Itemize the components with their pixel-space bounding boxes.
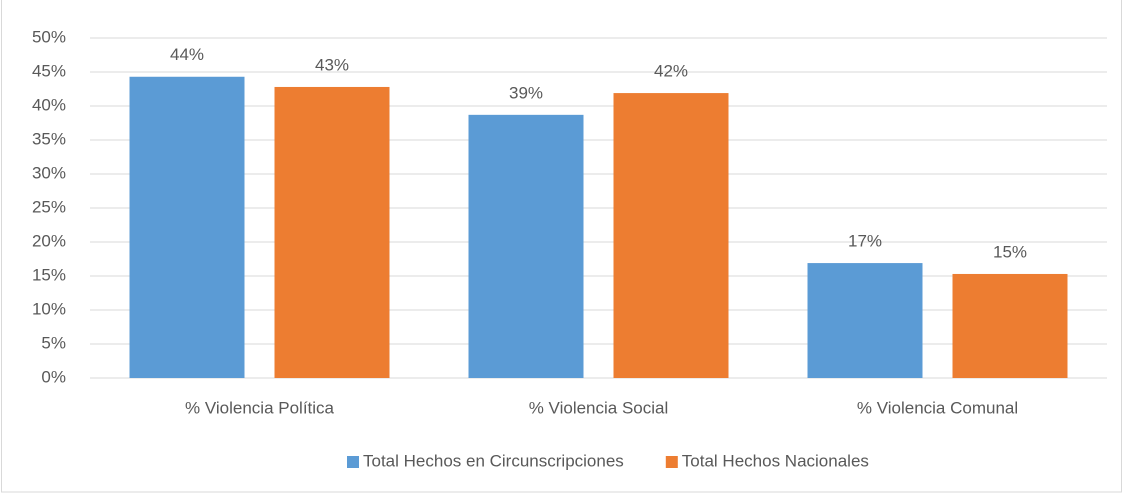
y-tick-label: 35% xyxy=(32,129,66,148)
y-tick-label: 5% xyxy=(41,333,66,352)
value-label: 42% xyxy=(654,62,688,81)
x-tick-label: % Violencia Comunal xyxy=(857,398,1018,417)
bar xyxy=(952,273,1068,378)
value-label: 15% xyxy=(993,242,1027,261)
value-label: 44% xyxy=(170,45,204,64)
y-tick-label: 15% xyxy=(32,265,66,284)
y-tick-label: 45% xyxy=(32,61,66,80)
bar xyxy=(468,114,584,378)
bar xyxy=(274,86,390,379)
y-tick-label: 25% xyxy=(32,197,66,216)
x-tick-label: % Violencia Social xyxy=(529,398,669,417)
bar xyxy=(807,263,923,378)
legend-swatch xyxy=(347,456,359,468)
y-tick-label: 40% xyxy=(32,95,66,114)
legend-swatch xyxy=(665,456,678,468)
bar xyxy=(129,76,245,378)
value-label: 43% xyxy=(315,55,349,74)
legend-label: Total Hechos Nacionales xyxy=(682,451,869,470)
y-tick-label: 50% xyxy=(32,27,66,46)
y-tick-label: 0% xyxy=(41,367,66,386)
legend-label: Total Hechos en Circunscripciones xyxy=(363,451,624,470)
y-tick-label: 10% xyxy=(32,299,66,318)
value-label: 17% xyxy=(848,232,882,251)
y-tick-label: 20% xyxy=(32,231,66,250)
value-label: 39% xyxy=(509,83,543,102)
y-tick-label: 30% xyxy=(32,163,66,182)
bar xyxy=(613,93,729,378)
x-tick-label: % Violencia Política xyxy=(185,398,335,417)
